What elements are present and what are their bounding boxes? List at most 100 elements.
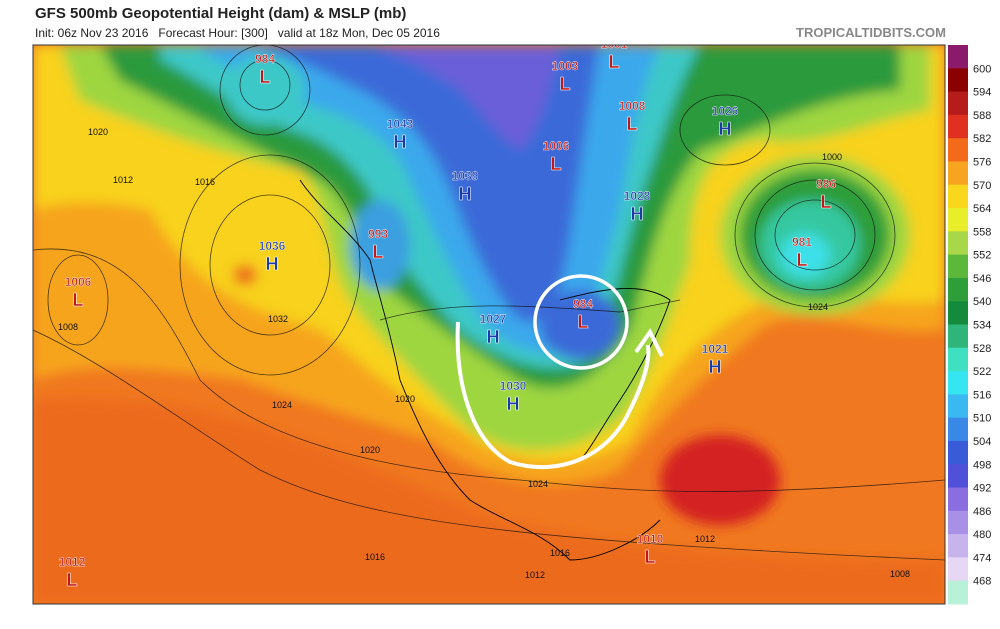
center-symbol: L <box>627 114 638 134</box>
isobar-label: 1024 <box>808 302 828 312</box>
colorbar-bin <box>948 68 968 93</box>
colorbar-label: 594 <box>973 87 991 99</box>
colorbar-bin <box>948 208 968 232</box>
center-value: 1028 <box>624 189 651 203</box>
center-symbol: L <box>373 242 384 262</box>
colorbar-label: 504 <box>973 436 991 448</box>
isobar-label: 1020 <box>360 445 380 455</box>
colorbar-label: 474 <box>973 552 991 564</box>
colorbar-label: 510 <box>973 413 991 425</box>
colorbar-bin <box>948 114 968 139</box>
colorbar-label: 600 <box>973 63 991 75</box>
center-value: 1039 <box>452 169 479 183</box>
center-value: 1027 <box>480 312 507 326</box>
colorbar-bin <box>948 347 968 372</box>
colorbar-bin <box>948 557 968 582</box>
isobar-label: 1024 <box>272 400 292 410</box>
colorbar-bin <box>948 301 968 325</box>
colorbar-label: 468 <box>973 576 991 588</box>
colorbar-bin <box>948 464 968 489</box>
center-symbol: H <box>631 204 644 224</box>
center-value: 986 <box>816 177 836 191</box>
colorbar-bin <box>948 534 968 558</box>
isobar-label: 1024 <box>528 479 548 489</box>
center-value: 1012 <box>59 555 86 569</box>
colorbar-bin <box>948 231 968 256</box>
center-value: 1003 <box>552 59 579 73</box>
isobar-label: 1008 <box>890 569 910 579</box>
isobar-label: 1020 <box>395 394 415 404</box>
center-symbol: H <box>394 132 407 152</box>
center-symbol: L <box>821 192 832 212</box>
center-value: 993 <box>368 227 388 241</box>
center-symbol: L <box>551 154 562 174</box>
center-symbol: L <box>797 250 808 270</box>
center-value: 1030 <box>500 379 527 393</box>
colorbar-bin <box>948 394 968 419</box>
colorbar-label: 570 <box>973 180 991 192</box>
colorbar-bin <box>948 91 968 116</box>
source: TROPICALTIDBITS.COM <box>796 25 946 40</box>
colorbar-label: 486 <box>973 506 991 518</box>
colorbar-label: 564 <box>973 203 991 215</box>
center-symbol: L <box>578 312 589 332</box>
center-value: 1010 <box>637 532 664 546</box>
center-symbol: L <box>645 547 656 567</box>
center-value: 1021 <box>702 342 729 356</box>
colorbar-label: 498 <box>973 459 991 471</box>
center-value: 1008 <box>619 99 646 113</box>
colorbar-label: 576 <box>973 156 991 168</box>
colorbar-bin <box>948 510 968 535</box>
center-symbol: L <box>560 74 571 94</box>
colorbar-label: 492 <box>973 483 991 495</box>
colorbar-label: 552 <box>973 250 991 262</box>
colorbar-bin <box>948 580 968 605</box>
center-symbol: H <box>266 254 279 274</box>
center-value: 981 <box>792 235 812 249</box>
center-value: 984 <box>573 297 593 311</box>
colorbar-bin <box>948 487 968 512</box>
isobar-label: 1016 <box>195 177 215 187</box>
center-symbol: L <box>609 52 620 72</box>
colorbar-bin <box>948 417 968 442</box>
center-value: 1036 <box>259 239 286 253</box>
center-symbol: H <box>709 357 722 377</box>
center-symbol: H <box>507 394 520 414</box>
isobar-label: 1012 <box>525 570 545 580</box>
center-symbol: H <box>459 184 472 204</box>
colorbar-label: 480 <box>973 529 991 541</box>
colorbar-label: 516 <box>973 389 991 401</box>
center-symbol: L <box>67 570 78 590</box>
isobar-label: 1012 <box>113 175 133 185</box>
colorbar-label: 582 <box>973 133 991 145</box>
colorbar-label: 534 <box>973 320 991 332</box>
colorbar-bin <box>948 161 968 186</box>
title: GFS 500mb Geopotential Height (dam) & MS… <box>35 5 406 22</box>
center-symbol: H <box>487 327 500 347</box>
colorbar-bin <box>948 277 968 302</box>
colorbar-bin <box>948 138 968 162</box>
colorbar-bin <box>948 184 968 209</box>
isobar-label: 1032 <box>268 314 288 324</box>
center-value: 1043 <box>387 117 414 131</box>
isobar-label: 1008 <box>58 322 78 332</box>
colorbar-label: 540 <box>973 296 991 308</box>
isobar-label: 1012 <box>695 534 715 544</box>
isobar-label: 1016 <box>550 548 570 558</box>
center-symbol: H <box>719 119 732 139</box>
center-symbol: L <box>73 290 84 310</box>
colorbar-label: 522 <box>973 366 991 378</box>
center-value: 1006 <box>65 275 92 289</box>
colorbar: 600 594 588 582 576 570 564 558 552 546 540 534 528 5… <box>948 45 991 605</box>
colorbar-bin <box>948 324 968 349</box>
colorbar-bin <box>948 254 968 279</box>
center-symbol: L <box>260 67 271 87</box>
center-value: 1026 <box>712 104 739 118</box>
colorbar-label: 546 <box>973 273 991 285</box>
center-value: 1001 <box>601 37 628 51</box>
colorbar-bin <box>948 371 968 395</box>
colorbar-label: 588 <box>973 110 991 122</box>
colorbar-label: 558 <box>973 226 991 238</box>
